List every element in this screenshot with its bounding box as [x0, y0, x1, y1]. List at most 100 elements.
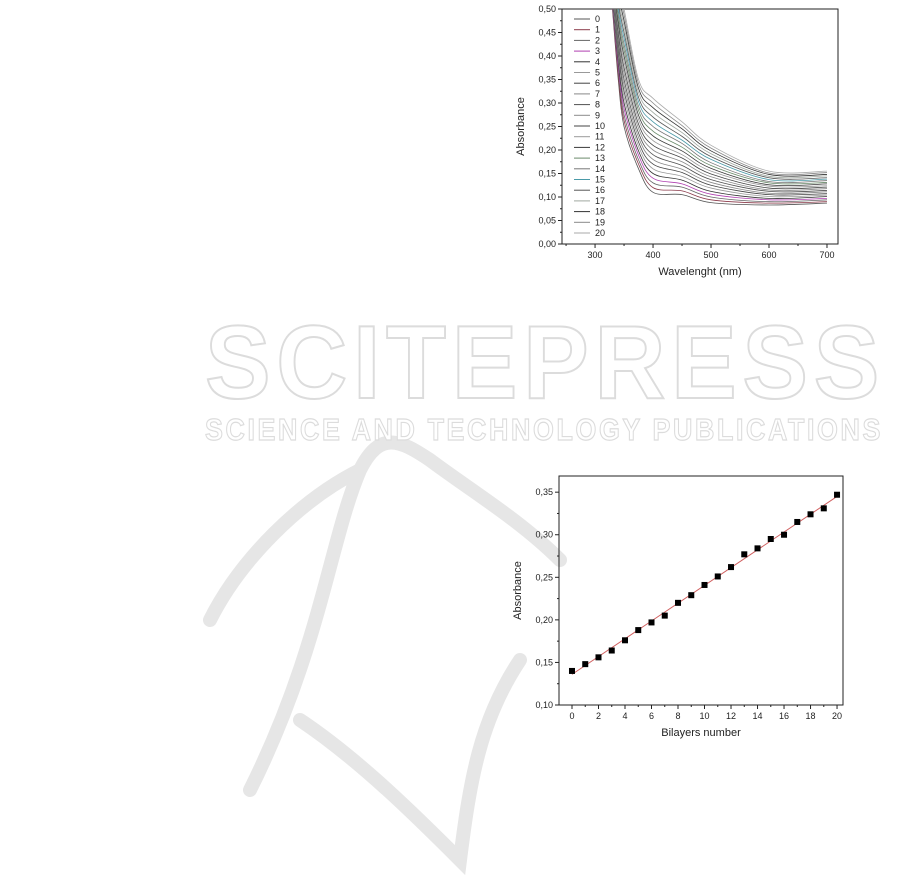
- x-axis-label: Bilayers number: [661, 727, 741, 739]
- y-tick-label: 0,50: [538, 4, 556, 14]
- data-point: [754, 545, 761, 552]
- y-tick-label: 0,25: [538, 122, 556, 132]
- watermark: SCITEPRESS SCIENCE AND TECHNOLOGY PUBLIC…: [203, 304, 885, 876]
- x-tick-label: 18: [806, 711, 816, 721]
- x-tick-label: 20: [832, 711, 842, 721]
- y-tick-label: 0,35: [535, 487, 553, 497]
- legend-label: 5: [595, 68, 600, 78]
- legend-label: 20: [595, 228, 605, 238]
- y-tick-label: 0,00: [538, 239, 556, 249]
- x-tick-label: 400: [646, 250, 661, 260]
- data-point: [767, 535, 774, 542]
- data-point: [648, 619, 655, 626]
- watermark-subtitle: SCIENCE AND TECHNOLOGY PUBLICATIONS: [205, 412, 883, 447]
- data-point: [794, 518, 801, 525]
- legend-label: 4: [595, 57, 600, 67]
- y-tick-label: 0,15: [535, 657, 553, 667]
- x-tick-label: 6: [649, 711, 654, 721]
- data-point: [807, 511, 814, 518]
- y-tick-label: 0,15: [538, 169, 556, 179]
- y-tick-label: 0,30: [538, 98, 556, 108]
- data-point: [834, 491, 841, 498]
- data-point: [621, 637, 628, 644]
- data-point: [820, 505, 827, 512]
- x-tick-label: 8: [675, 711, 680, 721]
- legend-label: 16: [595, 185, 605, 195]
- legend-label: 19: [595, 217, 605, 227]
- series-line-5: [613, 9, 827, 198]
- series-line-0: [612, 9, 827, 206]
- y-tick-label: 0,05: [538, 216, 556, 226]
- data-point: [714, 573, 721, 580]
- x-tick-label: 4: [622, 711, 627, 721]
- series-line-3: [612, 9, 827, 201]
- legend-label: 11: [595, 132, 604, 142]
- x-tick-label: 500: [704, 250, 719, 260]
- series-line-9: [614, 9, 827, 191]
- watermark-title: SCITEPRESS: [205, 305, 885, 421]
- legend-label: 6: [595, 78, 600, 88]
- data-point: [635, 627, 642, 634]
- x-tick-label: 14: [753, 711, 763, 721]
- y-tick-label: 0,10: [538, 192, 556, 202]
- series-line-8: [614, 9, 827, 193]
- legend-label: 3: [595, 46, 600, 56]
- legend-label: 15: [595, 175, 605, 185]
- y-tick-label: 0,30: [535, 530, 553, 540]
- x-tick-label: 2: [596, 711, 601, 721]
- x-tick-label: 700: [819, 250, 834, 260]
- data-point: [582, 661, 589, 668]
- legend-label: 8: [595, 100, 600, 110]
- data-point: [701, 581, 708, 588]
- y-axis-label: Absorbance: [512, 561, 524, 620]
- y-tick-label: 0,10: [535, 700, 553, 710]
- series-line-11: [615, 9, 827, 188]
- y-tick-label: 0,20: [535, 615, 553, 625]
- watermark-swoosh: [203, 435, 567, 876]
- legend-label: 17: [595, 196, 605, 206]
- series-line-17: [619, 9, 827, 179]
- series-line-20: [623, 9, 827, 174]
- y-axis-label: Absorbance: [515, 97, 527, 156]
- series-line-2: [612, 9, 827, 203]
- data-point: [608, 647, 615, 654]
- data-point: [661, 612, 668, 619]
- data-point: [675, 599, 682, 606]
- y-tick-label: 0,20: [538, 145, 556, 155]
- legend-label: 2: [595, 35, 600, 45]
- x-tick-label: 600: [761, 250, 776, 260]
- x-axis-label: Wavelenght (nm): [658, 266, 741, 278]
- x-tick-label: 16: [779, 711, 789, 721]
- series-line-13: [616, 9, 827, 185]
- series-line-4: [612, 9, 827, 199]
- series-line-7: [613, 9, 827, 195]
- y-tick-label: 0,25: [535, 572, 553, 582]
- absorbance-vs-bilayers-chart: 0 2 4 6 8 10 12 14 16 18 20 0,10 0,15 0,20 0,25 0,30 0,3…: [512, 475, 844, 739]
- y-tick-label: 0,40: [538, 51, 556, 61]
- x-tick-label: 12: [726, 711, 736, 721]
- absorbance-spectra-chart: 300 400 500 600 700 0,00 0,05 0,10 0,15 0,20 0,25 0…: [515, 4, 839, 278]
- series-line-18: [621, 9, 827, 177]
- series-line-1: [612, 9, 827, 204]
- plot-frame: [558, 475, 844, 706]
- legend-label: 18: [595, 207, 605, 217]
- data-point: [741, 551, 748, 558]
- legend-label: 1: [595, 25, 600, 35]
- series-line-12: [615, 9, 827, 187]
- data-point: [688, 592, 695, 599]
- y-tick-label: 0,45: [538, 28, 556, 38]
- legend-label: 0: [595, 14, 600, 24]
- legend-label: 14: [595, 164, 605, 174]
- data-point: [728, 564, 735, 571]
- series-line-14: [617, 9, 827, 184]
- y-tick-label: 0,35: [538, 75, 556, 85]
- series-group: [612, 9, 827, 206]
- series-line-10: [614, 9, 827, 190]
- data-point: [568, 667, 575, 674]
- series-line-16: [618, 9, 827, 180]
- legend-label: 9: [595, 110, 600, 120]
- x-tick-label: 10: [700, 711, 710, 721]
- data-point: [595, 654, 602, 661]
